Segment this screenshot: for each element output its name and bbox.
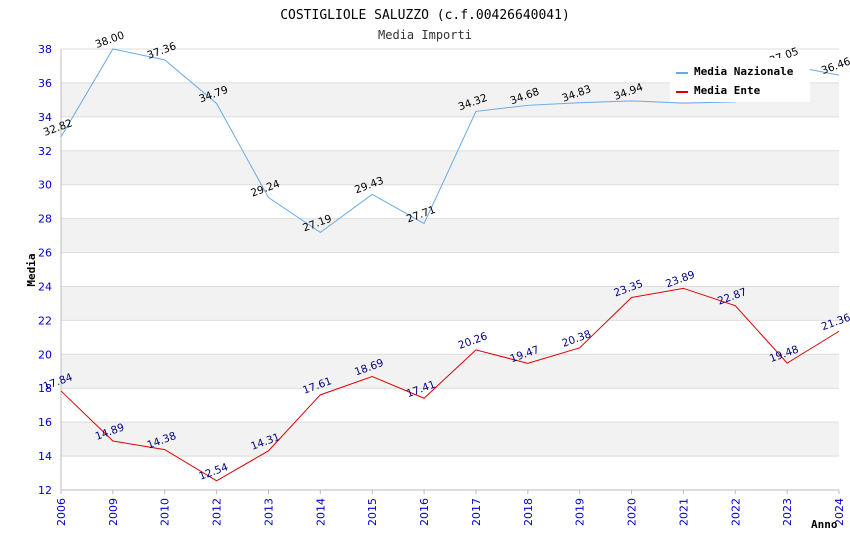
- x-axis-ticks: 2006 2009 2010 2012 2013 2014 2015 2016 2017 2018…: [55, 490, 846, 526]
- legend: Media Nazionale Media Ente: [670, 58, 810, 102]
- data-label: 37.36: [146, 40, 179, 62]
- grid-band: [61, 354, 839, 389]
- y-tick-label: 36: [38, 77, 52, 90]
- y-tick-label: 14: [38, 450, 52, 463]
- grid-bands: [61, 82, 839, 457]
- legend-box: [670, 58, 810, 102]
- x-tick-label: 2022: [729, 498, 742, 526]
- x-tick-label: 2016: [418, 498, 431, 526]
- y-tick-label: 24: [38, 280, 52, 293]
- x-tick-label: 2023: [781, 498, 794, 526]
- y-tick-label: 26: [38, 247, 52, 260]
- x-tick-label: 2009: [107, 498, 120, 526]
- chart-subtitle: Media Importi: [378, 28, 472, 42]
- x-tick-label: 2017: [470, 498, 483, 526]
- y-tick-label: 22: [38, 314, 52, 327]
- grid-band: [61, 218, 839, 253]
- y-axis-label: Media: [25, 253, 38, 286]
- x-tick-label: 2014: [314, 498, 327, 526]
- chart-title: COSTIGLIOLE SALUZZO (c.f.00426640041): [280, 8, 570, 23]
- y-tick-label: 32: [38, 145, 52, 158]
- x-tick-label: 2012: [211, 498, 224, 526]
- y-tick-label: 34: [38, 111, 52, 124]
- series-line: [60, 287, 840, 482]
- grid-band: [61, 422, 839, 457]
- x-tick-label: 2015: [366, 498, 379, 526]
- y-tick-label: 12: [38, 484, 52, 497]
- y-tick-label: 20: [38, 348, 52, 361]
- data-label: 38.00: [94, 29, 126, 51]
- y-tick-label: 18: [38, 382, 52, 395]
- series-line: [60, 48, 840, 233]
- x-tick-label: 2021: [677, 498, 690, 526]
- y-tick-label: 16: [38, 416, 52, 429]
- x-tick-label: 2013: [262, 498, 275, 526]
- y-tick-label: 30: [38, 179, 52, 192]
- x-tick-label: 2006: [55, 498, 68, 526]
- x-axis-label: Anno: [811, 518, 838, 531]
- data-label: 20.38: [560, 328, 592, 350]
- axes: [60, 49, 839, 491]
- y-tick-label: 28: [38, 213, 52, 226]
- y-axis-ticks: 12 14 16 18 20 22 24 26 28 30 32 34 36 38: [38, 43, 52, 497]
- x-tick-label: 2019: [574, 498, 587, 526]
- legend-label-media-ente: Media Ente: [694, 84, 761, 97]
- y-tick-label: 38: [38, 43, 52, 56]
- x-tick-label: 2010: [159, 498, 172, 526]
- legend-label-media-nazionale: Media Nazionale: [694, 65, 794, 78]
- data-label: 17.84: [42, 371, 75, 393]
- x-tick-label: 2020: [626, 498, 639, 526]
- x-tick-label: 2018: [522, 498, 535, 526]
- data-label: 20.26: [457, 330, 490, 352]
- x-tick-label: 2024: [833, 498, 846, 526]
- grid-band: [61, 286, 839, 321]
